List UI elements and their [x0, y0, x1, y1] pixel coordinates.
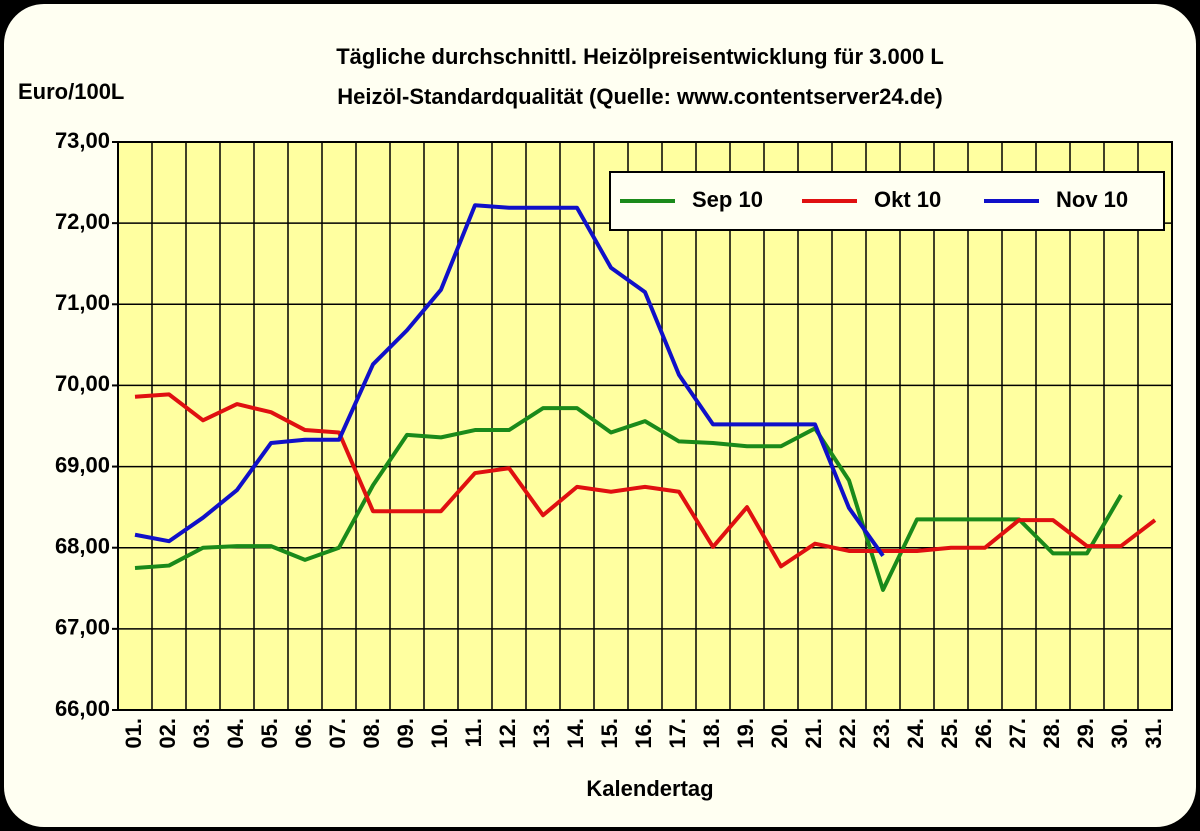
x-tick-label: 15. — [597, 718, 622, 749]
y-tick-label: 71,00 — [55, 290, 110, 315]
legend-label: Okt 10 — [874, 187, 941, 212]
x-tick-label: 12. — [495, 718, 520, 749]
x-tick-label: 26. — [971, 718, 996, 749]
x-tick-label: 11. — [461, 718, 486, 747]
x-tick-label: 04. — [223, 718, 248, 749]
x-tick-label: 14. — [563, 718, 588, 749]
legend-label: Sep 10 — [692, 187, 763, 212]
x-tick-label: 03. — [189, 718, 214, 749]
x-tick-label: 01. — [121, 718, 146, 749]
x-tick-label: 09. — [393, 718, 418, 749]
x-tick-label: 27. — [1005, 718, 1030, 749]
x-tick-label: 19. — [733, 718, 758, 749]
x-tick-label: 06. — [291, 718, 316, 749]
x-tick-label: 21. — [801, 718, 826, 749]
lines — [134, 203, 1157, 592]
legend-label: Nov 10 — [1056, 187, 1128, 212]
x-tick-label: 30. — [1107, 718, 1132, 749]
x-tick-label: 02. — [155, 718, 180, 749]
y-tick-label: 72,00 — [55, 209, 110, 234]
x-tick-label: 25. — [937, 718, 962, 749]
x-tick-label: 31. — [1141, 718, 1166, 749]
x-tick-label: 08. — [359, 718, 384, 749]
x-tick-label: 17. — [665, 718, 690, 749]
series-line — [134, 406, 1123, 592]
x-tick-label: 22. — [835, 718, 860, 749]
x-tick-label: 23. — [869, 718, 894, 749]
y-tick-label: 67,00 — [55, 615, 110, 640]
y-tick-label: 70,00 — [55, 371, 110, 396]
y-tick-label: 73,00 — [55, 128, 110, 153]
legend: Sep 10 Okt 10 Nov 10 — [609, 171, 1165, 231]
chart-title: Tägliche durchschnittl. Heizölpreisentwi… — [336, 44, 944, 69]
grid: 66,00 67,00 68,00 69,00 70,00 71,00 72,00 73,00… — [55, 128, 1172, 749]
y-tick-label: 69,00 — [55, 452, 110, 477]
x-tick-label: 10. — [427, 718, 452, 749]
x-tick-label: 16. — [631, 718, 656, 749]
series-line — [134, 203, 885, 557]
y-tick-label: 66,00 — [55, 696, 110, 721]
x-tick-label: 05. — [257, 718, 282, 749]
series-line — [134, 392, 1157, 569]
x-tick-label: 24. — [903, 718, 928, 749]
x-tick-label: 18. — [699, 718, 724, 749]
y-axis-label: Euro/100L — [18, 79, 124, 104]
chart-subtitle: Heizöl-Standardqualität (Quelle: www.con… — [337, 84, 943, 109]
x-axis-label: Kalendertag — [586, 776, 713, 801]
x-tick-label: 28. — [1039, 718, 1064, 749]
x-tick-label: 20. — [767, 718, 792, 749]
x-tick-label: 29. — [1073, 718, 1098, 749]
legend-box — [609, 171, 1165, 231]
x-tick-label: 13. — [529, 718, 554, 749]
x-tick-label: 07. — [325, 718, 350, 749]
y-tick-label: 68,00 — [55, 534, 110, 559]
